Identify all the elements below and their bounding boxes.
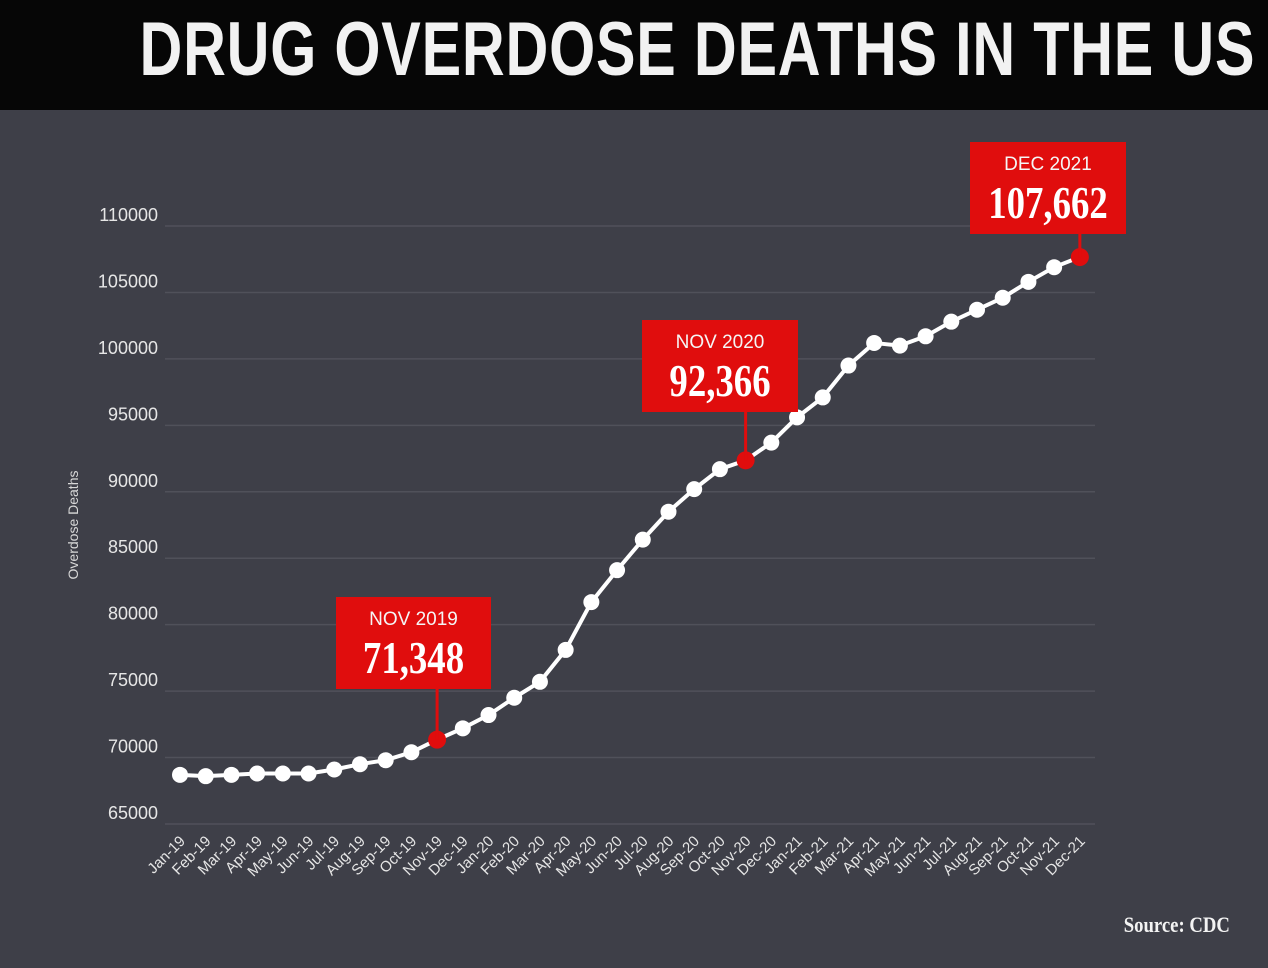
series-line — [179, 255, 1081, 779]
data-point — [300, 765, 317, 782]
data-point — [686, 481, 703, 498]
data-point — [1046, 259, 1063, 276]
y-tick-label: 75000 — [108, 670, 158, 690]
y-tick-label: 85000 — [108, 537, 158, 557]
annotation-value: 107,662 — [988, 178, 1108, 229]
title-bar: DRUG OVERDOSE DEATHS IN THE US — [0, 0, 1268, 110]
data-point — [480, 707, 497, 724]
data-point — [763, 434, 780, 451]
data-point — [711, 461, 728, 478]
data-point — [403, 744, 420, 761]
data-point — [351, 756, 368, 773]
data-point — [789, 409, 806, 426]
data-point — [377, 752, 394, 769]
data-point — [917, 328, 934, 345]
annotation-value: 92,366 — [669, 356, 770, 407]
chart-title: DRUG OVERDOSE DEATHS IN THE US — [139, 7, 1256, 92]
data-point — [557, 641, 574, 658]
data-point — [583, 594, 600, 611]
data-point — [223, 766, 240, 783]
y-tick-label: 95000 — [108, 404, 158, 424]
annotation-date: DEC 2021 — [1004, 154, 1092, 175]
data-point — [814, 389, 831, 406]
annotation-date: NOV 2020 — [676, 332, 765, 353]
data-point — [1020, 273, 1037, 290]
data-point — [197, 768, 214, 785]
y-tick-label: 80000 — [108, 604, 158, 624]
data-point — [943, 313, 960, 330]
y-tick-label: 70000 — [108, 737, 158, 757]
data-point — [969, 301, 986, 318]
source-label: Source: CDC — [1123, 912, 1230, 937]
annotation-box — [642, 320, 798, 412]
data-point — [994, 289, 1011, 306]
data-point — [891, 337, 908, 354]
data-point — [249, 765, 266, 782]
annotation-date: NOV 2019 — [369, 609, 458, 630]
y-tick-label: 110000 — [99, 205, 158, 225]
y-tick-label: 100000 — [98, 338, 158, 358]
data-point — [866, 334, 883, 351]
annotation-value: 71,348 — [363, 633, 464, 684]
data-point — [274, 765, 291, 782]
annotation-box — [970, 142, 1126, 234]
data-point — [506, 689, 523, 706]
data-point — [531, 673, 548, 690]
y-tick-label: 105000 — [98, 271, 158, 291]
data-point — [326, 761, 343, 778]
y-tick-label: 65000 — [108, 803, 158, 823]
data-point — [454, 720, 471, 737]
y-axis-label: Overdose Deaths — [65, 471, 81, 580]
data-point — [634, 531, 651, 548]
annotation-box — [336, 597, 491, 689]
data-point — [609, 562, 626, 579]
data-point — [840, 357, 857, 374]
y-tick-label: 90000 — [108, 471, 158, 491]
data-point — [172, 766, 188, 783]
data-point — [660, 503, 677, 520]
